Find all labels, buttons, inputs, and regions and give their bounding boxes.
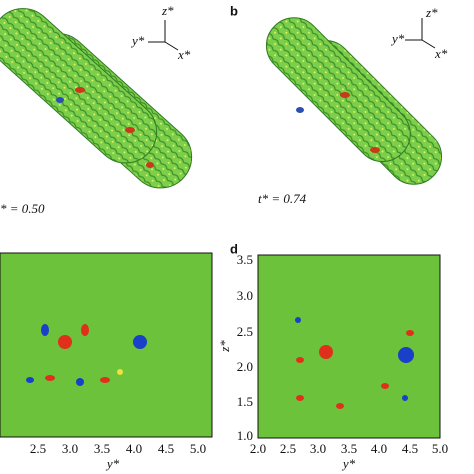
x-tick-label: 5.0 — [190, 441, 206, 456]
axis-triad — [405, 18, 436, 49]
y-tick-label: 3.0 — [237, 288, 253, 303]
vortex-render-a — [0, 8, 193, 189]
x-tick-label: 2.5 — [280, 441, 296, 456]
y-tick-label: 2.0 — [237, 359, 253, 374]
triad-label: y* — [390, 31, 405, 46]
x-tick-label: 2.0 — [250, 441, 266, 456]
x-tick-label: 3.5 — [94, 441, 110, 456]
vortex-render-b — [265, 17, 443, 185]
time-label: * = 0.50 — [0, 201, 45, 216]
x-tick-label: 5.0 — [432, 441, 448, 456]
triad-label: x* — [434, 46, 448, 61]
x-tick-label: 4.5 — [158, 441, 174, 456]
triad-label: x* — [177, 47, 191, 62]
triad-label: z* — [161, 3, 174, 18]
ticks-c: 2.5 3.0 3.5 4.0 4.5 5.0 — [30, 441, 206, 456]
vorticity-field-d — [257, 254, 441, 439]
axis-triad — [148, 20, 179, 51]
y-tick-label: 2.5 — [237, 324, 253, 339]
y-tick-label: 1.0 — [237, 428, 253, 443]
y-tick-label: 3.5 — [237, 252, 253, 267]
ticks-d: 2.0 2.5 3.0 3.5 4.0 4.5 5.0 3.5 3.0 2.5 … — [237, 252, 448, 456]
x-tick-label: 3.0 — [310, 441, 326, 456]
x-tick-label: 4.5 — [402, 441, 418, 456]
time-label: t* = 0.74 — [258, 191, 307, 206]
vorticity-field-c — [0, 252, 213, 438]
x-tick-label: 4.0 — [126, 441, 142, 456]
panel-label: d — [230, 241, 238, 256]
x-tick-label: 3.5 — [341, 441, 357, 456]
triad-label: y* — [130, 33, 145, 48]
x-tick-label: 2.5 — [30, 441, 46, 456]
y-tick-label: 1.5 — [237, 394, 253, 409]
x-axis-label: y* — [105, 456, 120, 471]
panel-label: b — [230, 3, 238, 18]
triad-label: z* — [425, 5, 438, 20]
x-tick-label: 4.0 — [371, 441, 387, 456]
x-tick-label: 3.0 — [62, 441, 78, 456]
y-axis-label: z* — [217, 340, 232, 353]
x-axis-label: y* — [341, 456, 356, 471]
